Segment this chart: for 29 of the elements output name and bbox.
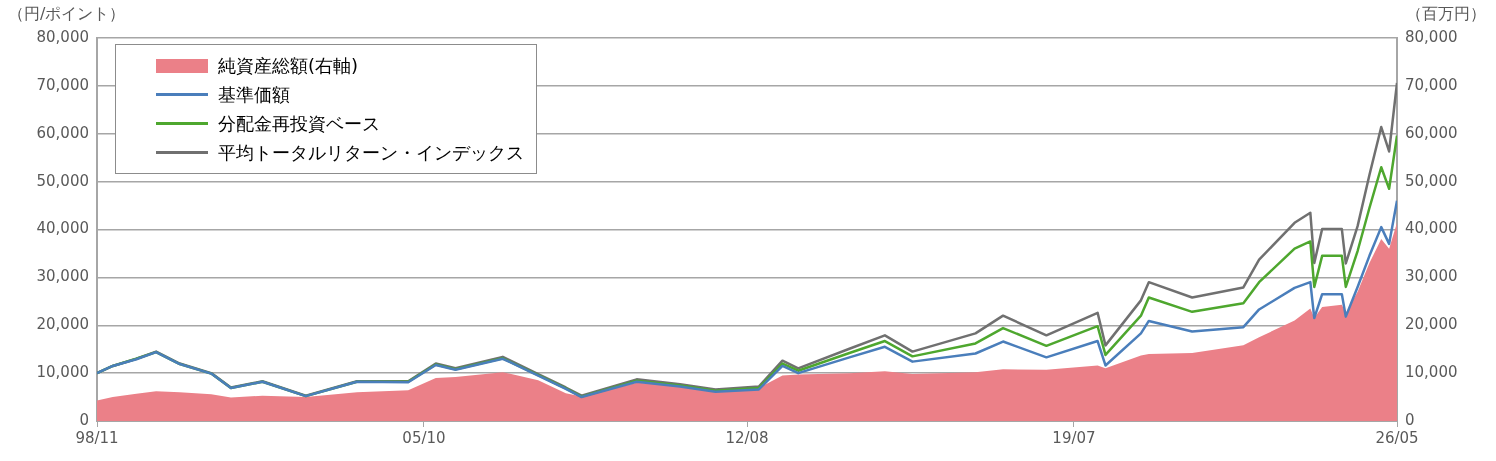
y2-tick-label: 40,000 [1405,219,1458,238]
y2-tick-label: 0 [1405,410,1415,429]
y-tick-label: 20,000 [36,315,89,334]
y-tick-label: 10,000 [36,363,89,382]
y-tick-label: 60,000 [36,123,89,142]
x-tick-label: 98/11 [75,428,119,447]
x-tick-label: 19/07 [1052,428,1096,447]
x-tick-label: 05/10 [402,428,446,447]
y2-tick-label: 20,000 [1405,315,1458,334]
y2-tick-label: 70,000 [1405,75,1458,94]
x-tick-label: 26/05 [1375,428,1419,447]
y2-tick-label: 30,000 [1405,267,1458,286]
y-tick-label: 30,000 [36,267,89,286]
y2-tick-label: 80,000 [1405,27,1458,46]
legend-label: 平均トータルリターン・インデックス [218,140,524,165]
y-axis-title: （円/ポイント） [8,4,126,25]
y-tick-label: 70,000 [36,75,89,94]
x-tick-label: 12/08 [725,428,769,447]
y2-axis-title: （百万円） [1406,4,1486,25]
y-tick-label: 0 [79,410,89,429]
y-tick-label: 50,000 [36,171,89,190]
legend-label: 分配金再投資ベース [218,111,380,136]
y2-tick-label: 50,000 [1405,171,1458,190]
y2-tick-label: 10,000 [1405,363,1458,382]
legend-label: 純資産総額(右軸) [218,53,359,78]
y-tick-label: 80,000 [36,27,89,46]
y-tick-label: 40,000 [36,219,89,238]
y2-tick-label: 60,000 [1405,123,1458,142]
legend-label: 基準価額 [218,82,290,107]
